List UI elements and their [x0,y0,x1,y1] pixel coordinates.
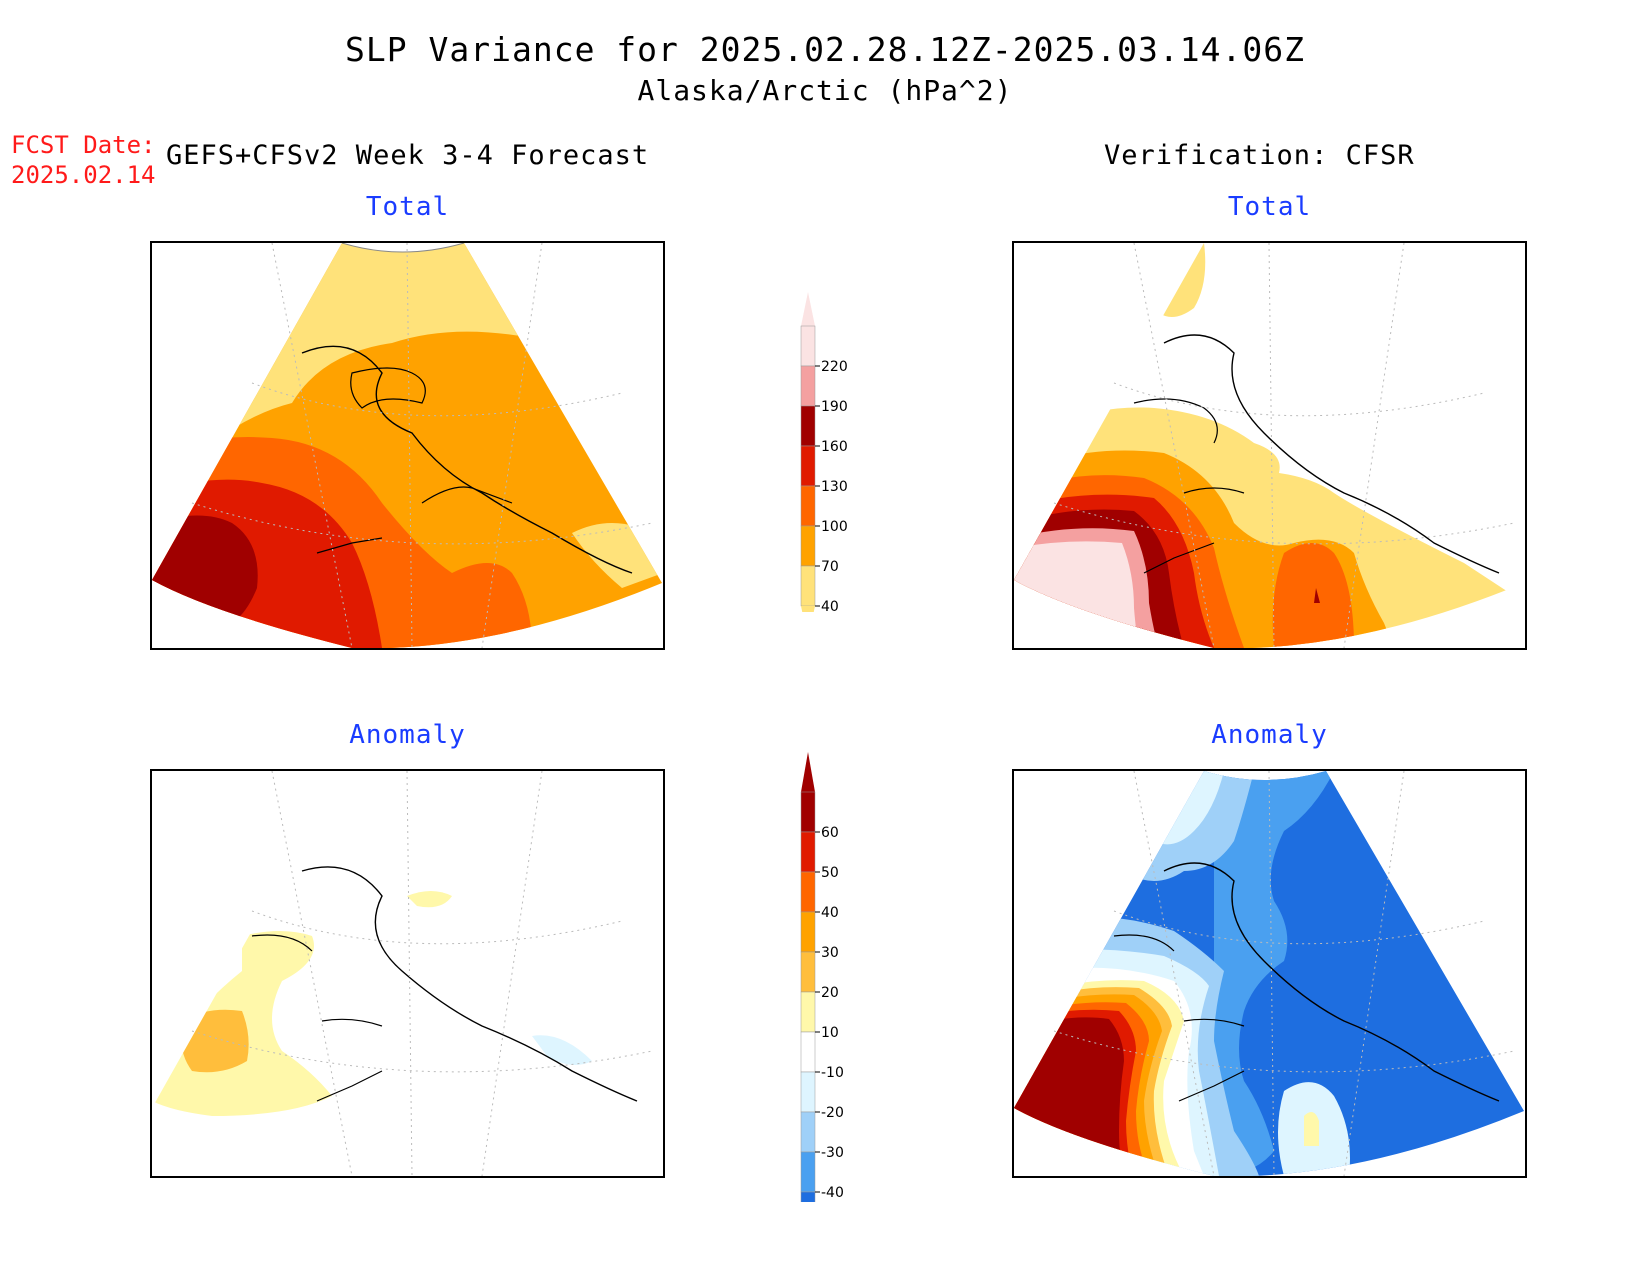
colorbar-anomaly: 60 50 40 30 20 10 -10 -20 -30 -40 [795,752,885,1272]
colorbar-label: 40 [821,599,839,612]
colorbar-swatch [800,1031,816,1073]
colorbar-total: 220 190 160 130 100 70 40 [795,282,885,640]
colorbar-swatch [800,405,816,447]
colorbar-swatch [800,365,816,407]
colorbar-swatch [800,1191,816,1233]
colorbar-swatch [800,1111,816,1153]
colorbar-label: -30 [821,1145,844,1161]
forecast-anomaly-title: Anomaly [349,720,466,750]
forecast-total-title: Total [365,192,450,222]
colorbar-swatch [800,525,816,567]
colorbar-label: 50 [821,865,839,881]
colorbar-swatch [800,791,816,833]
colorbar-label: -20 [821,1105,844,1121]
map-title: SLP Variance for 2025.02.28.12Z-2025.03.… [345,30,1305,69]
fcst-date-label: FCST Date: [11,131,156,159]
colorbar-swatch [800,831,816,873]
colorbar-top-arrow [801,752,815,792]
colorbar-label: 100 [821,519,848,535]
colorbar-swatch [800,991,816,1033]
colorbar-label: 40 [821,905,839,921]
colorbar-swatch [800,951,816,993]
colorbar-swatch [800,445,816,487]
coastline [301,345,633,574]
colorbar-swatch [800,565,816,607]
verification-total-title: Total [1227,192,1312,222]
colorbar-swatch [800,911,816,953]
verification-total-map [1012,241,1527,650]
colorbar-swatch [800,325,816,367]
forecast-total-map [150,241,665,650]
colorbar-bottom-arrow [801,606,815,640]
colorbar-label: -10 [821,1065,844,1081]
colorbar-label: -40 [821,1185,844,1201]
colorbar-top-arrow [801,292,815,326]
map-subtitle: Alaska/Arctic (hPa^2) [637,74,1013,107]
colorbar-label: 190 [821,399,848,415]
colorbar-swatch [800,1151,816,1193]
colorbar-label: 20 [821,985,839,1001]
fcst-date-value: 2025.02.14 [11,161,156,189]
colorbar-label: 70 [821,559,839,575]
colorbar-label: 30 [821,945,839,961]
verification-label: Verification: CFSR [1104,140,1415,171]
fcst-date-block: FCST Date: 2025.02.14 [11,130,156,190]
colorbar-label: 60 [821,825,839,841]
colorbar-label: 130 [821,479,848,495]
forecast-model-label: GEFS+CFSv2 Week 3-4 Forecast [166,140,650,171]
colorbar-label: 160 [821,439,848,455]
verification-anomaly-title: Anomaly [1211,720,1328,750]
colorbar-label: 10 [821,1025,839,1041]
colorbar-swatch [800,1071,816,1113]
colorbar-swatch [800,485,816,527]
verification-anomaly-map [1012,769,1527,1178]
forecast-anomaly-map [150,769,665,1178]
colorbar-swatch [800,871,816,913]
colorbar-label: 220 [821,359,848,375]
